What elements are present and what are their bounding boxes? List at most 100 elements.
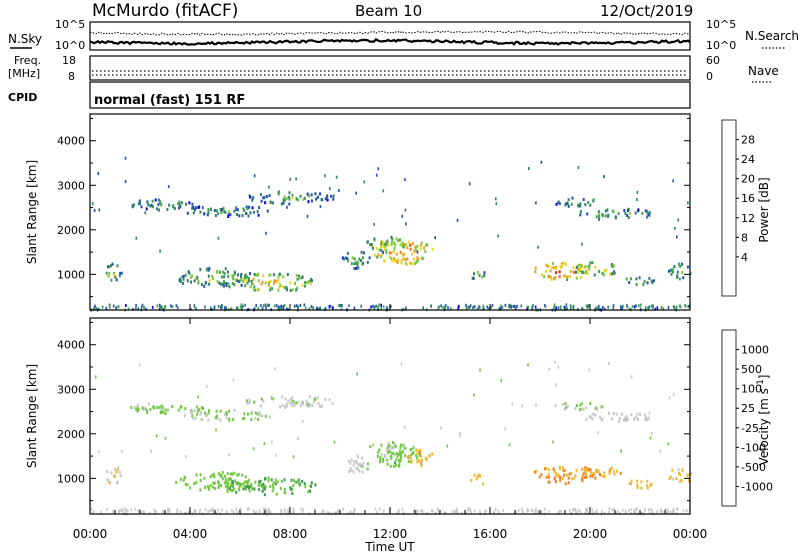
data-cell bbox=[111, 262, 114, 266]
data-cell bbox=[390, 235, 393, 239]
data-cell bbox=[598, 214, 601, 218]
data-cell bbox=[610, 264, 613, 268]
data-cell bbox=[648, 276, 651, 280]
data-cell bbox=[445, 511, 447, 515]
data-cell bbox=[682, 276, 685, 280]
data-cell bbox=[272, 483, 274, 487]
data-cell bbox=[355, 467, 358, 471]
data-cell bbox=[667, 306, 670, 310]
data-cell bbox=[457, 306, 459, 310]
data-cell bbox=[184, 455, 187, 458]
data-cell bbox=[411, 242, 414, 245]
data-cell bbox=[180, 201, 183, 205]
data-cell bbox=[112, 474, 115, 478]
data-cell bbox=[184, 273, 187, 277]
data-cell bbox=[628, 508, 630, 512]
data-cell bbox=[166, 208, 169, 211]
data-cell bbox=[648, 411, 651, 415]
data-cell bbox=[215, 414, 218, 418]
data-cell bbox=[413, 249, 416, 253]
data-cell bbox=[141, 303, 144, 307]
data-cell bbox=[125, 304, 127, 307]
data-cell bbox=[353, 262, 356, 266]
data-cell bbox=[378, 248, 381, 252]
data-cell bbox=[641, 511, 644, 515]
data-cell bbox=[232, 482, 234, 486]
data-cell bbox=[120, 271, 123, 275]
data-cell bbox=[232, 378, 235, 382]
data-cell bbox=[204, 507, 207, 511]
data-cell bbox=[545, 475, 548, 479]
data-cell bbox=[593, 273, 596, 277]
data-cell bbox=[552, 468, 555, 472]
data-cell bbox=[395, 252, 398, 256]
data-cell bbox=[548, 367, 551, 371]
data-cell bbox=[548, 509, 550, 513]
data-cell bbox=[554, 360, 556, 364]
data-cell bbox=[252, 277, 255, 281]
data-cell bbox=[265, 231, 267, 235]
data-cell bbox=[521, 404, 523, 408]
data-cell bbox=[644, 508, 646, 512]
data-cell bbox=[579, 213, 582, 217]
data-cell bbox=[386, 458, 389, 462]
data-cell bbox=[382, 305, 385, 309]
data-cell bbox=[584, 466, 587, 470]
data-cell bbox=[670, 272, 673, 276]
data-cell bbox=[581, 307, 583, 311]
data-cell bbox=[483, 274, 486, 278]
data-cell bbox=[451, 510, 454, 514]
data-cell bbox=[555, 271, 558, 275]
data-cell bbox=[411, 262, 413, 266]
data-cell bbox=[261, 280, 264, 284]
data-cell bbox=[357, 467, 360, 471]
data-cell bbox=[682, 509, 685, 513]
data-cell bbox=[243, 417, 245, 420]
data-cell bbox=[495, 508, 497, 511]
data-cell bbox=[307, 200, 310, 204]
data-cell bbox=[332, 197, 335, 201]
data-cell bbox=[299, 194, 302, 198]
data-cell bbox=[245, 212, 248, 215]
data-cell bbox=[516, 304, 518, 308]
data-cell bbox=[501, 305, 504, 309]
data-cell bbox=[404, 446, 407, 450]
data-cell bbox=[184, 482, 187, 486]
data-cell bbox=[159, 200, 162, 204]
data-cell bbox=[224, 484, 227, 488]
data-cell bbox=[350, 469, 353, 472]
data-cell bbox=[377, 253, 380, 257]
data-cell bbox=[626, 305, 629, 309]
data-cell bbox=[107, 274, 110, 278]
data-cell bbox=[659, 509, 662, 513]
data-cell bbox=[671, 268, 674, 272]
data-cell bbox=[375, 304, 378, 308]
data-cell bbox=[164, 436, 167, 440]
data-cell bbox=[338, 189, 340, 192]
data-cell bbox=[634, 211, 637, 215]
colorbar-tick-label: 500 bbox=[741, 363, 762, 376]
data-cell bbox=[227, 481, 230, 485]
data-cell bbox=[348, 304, 350, 308]
data-cell bbox=[393, 443, 396, 447]
data-cell bbox=[346, 251, 349, 255]
data-cell bbox=[284, 511, 286, 515]
data-cell bbox=[540, 160, 543, 164]
cpid-label: CPID bbox=[8, 91, 37, 104]
data-cell bbox=[608, 411, 610, 415]
data-cell bbox=[315, 197, 318, 201]
data-cell bbox=[264, 476, 267, 480]
data-cell bbox=[160, 203, 163, 207]
data-cell bbox=[362, 251, 365, 255]
data-cell bbox=[329, 187, 331, 190]
data-cell bbox=[130, 406, 133, 409]
data-cell bbox=[671, 468, 674, 472]
data-cell bbox=[258, 206, 261, 210]
data-cell bbox=[258, 288, 261, 291]
data-cell bbox=[137, 307, 140, 311]
colorbar-tick-label: 24 bbox=[741, 153, 755, 166]
data-cell bbox=[603, 475, 606, 478]
data-cell bbox=[243, 277, 246, 281]
data-cell bbox=[228, 409, 231, 413]
data-cell bbox=[631, 305, 634, 309]
